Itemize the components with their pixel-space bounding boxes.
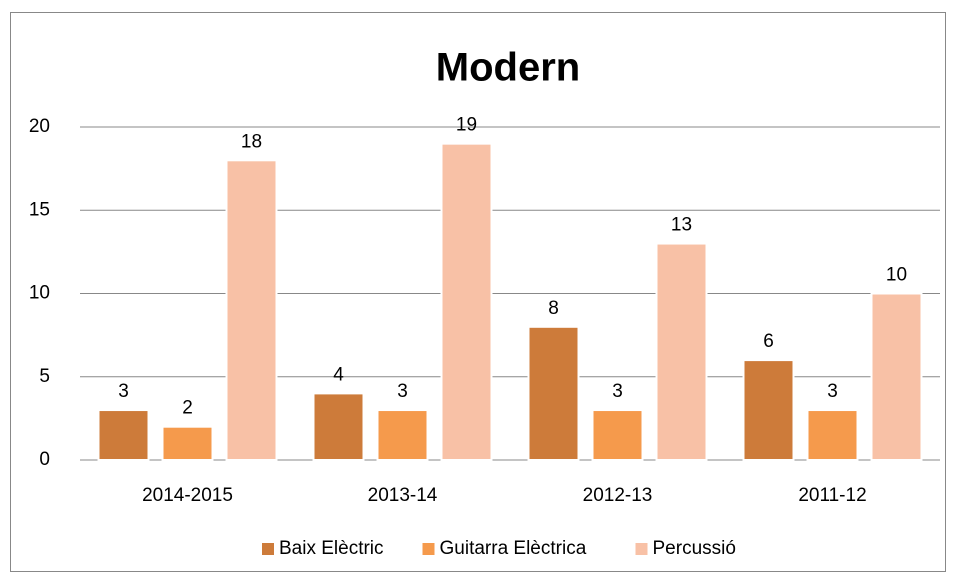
bar — [97, 409, 150, 461]
y-tick-label: 5 — [39, 366, 50, 387]
x-tick-label: 2014-2015 — [142, 485, 233, 506]
bar — [527, 325, 580, 461]
bar — [225, 159, 278, 462]
chart-title: Modern — [436, 46, 580, 90]
data-label: 19 — [456, 115, 477, 136]
y-tick-label: 10 — [29, 283, 50, 304]
legend-swatch — [262, 543, 274, 555]
bar — [870, 292, 923, 461]
legend-swatch — [422, 543, 435, 555]
bar — [655, 242, 708, 461]
legend-swatch — [635, 543, 648, 555]
x-tick-label: 2012-13 — [583, 485, 653, 506]
data-label: 3 — [827, 381, 838, 402]
legend-label: Baix Elèctric — [279, 538, 384, 559]
data-label: 13 — [671, 215, 692, 236]
data-label: 3 — [118, 381, 129, 402]
data-label: 10 — [886, 265, 907, 286]
legend-label: Percussió — [653, 538, 736, 559]
y-tick-label: 20 — [29, 116, 50, 137]
data-label: 8 — [548, 298, 559, 319]
bar — [312, 392, 365, 461]
bar — [440, 142, 493, 461]
legend-label: Guitarra Elèctrica — [440, 538, 587, 559]
data-label: 3 — [397, 381, 408, 402]
x-tick-label: 2011-12 — [798, 485, 866, 506]
y-tick-label: 0 — [39, 449, 50, 470]
x-tick-label: 2013-14 — [368, 485, 438, 506]
bar — [806, 409, 859, 461]
data-label: 2 — [182, 398, 193, 419]
data-label: 4 — [333, 364, 344, 385]
bar — [161, 425, 214, 462]
y-tick-label: 15 — [29, 199, 50, 220]
bar — [376, 409, 429, 461]
data-label: 18 — [241, 131, 262, 152]
bar — [742, 359, 795, 462]
bar — [591, 409, 644, 461]
data-label: 3 — [612, 381, 623, 402]
data-label: 6 — [763, 331, 774, 352]
